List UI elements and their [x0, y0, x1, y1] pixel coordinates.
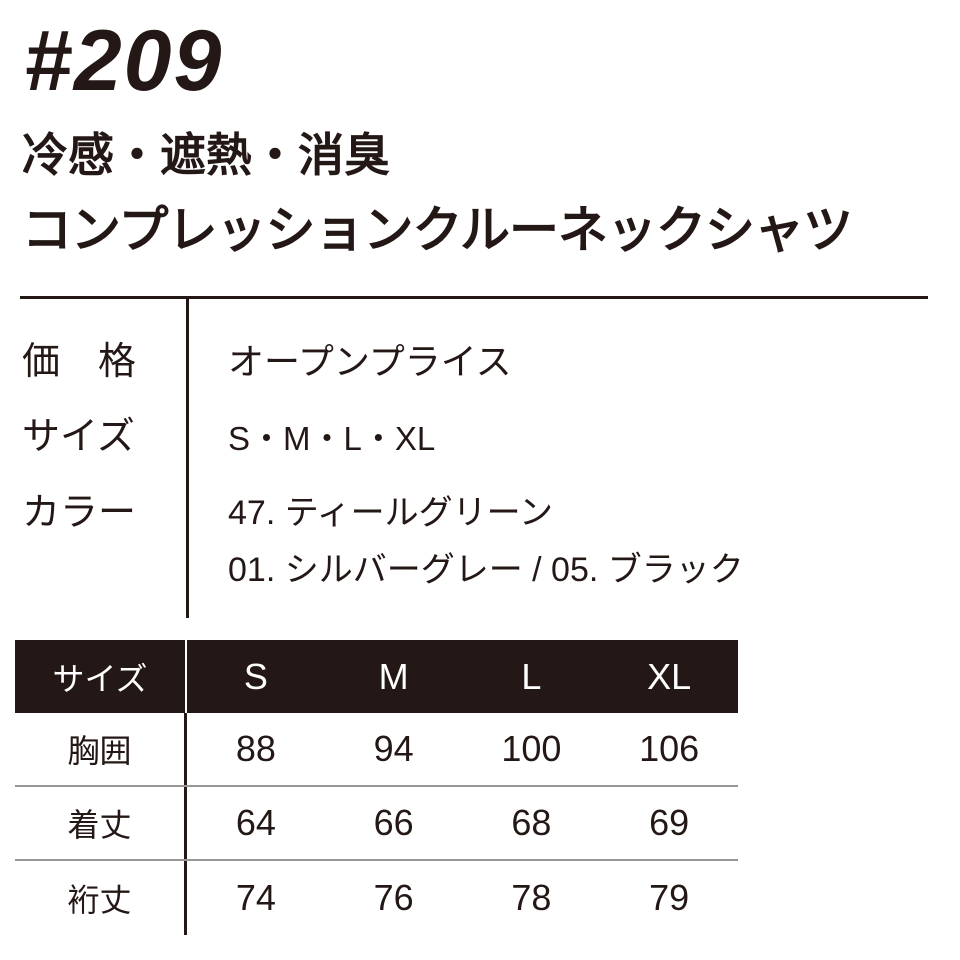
table-cell: 66	[373, 802, 414, 843]
price-label: 価 格	[22, 341, 137, 383]
size-table: サイズ S M L XL 胸囲 88 94 100 106 着丈 64 66 6…	[15, 640, 738, 935]
color-label: カラー	[22, 492, 137, 534]
horizontal-divider	[20, 296, 928, 299]
header-cell: S	[243, 655, 268, 697]
product-number: #209	[24, 13, 224, 109]
table-cell: 76	[373, 877, 414, 918]
row-label: 着丈	[15, 787, 187, 859]
vertical-divider	[186, 296, 189, 618]
header-cell: サイズ	[15, 640, 187, 713]
row-label: 胸囲	[15, 713, 187, 785]
table-cell: 74	[235, 877, 276, 918]
table-cell: 100	[501, 728, 562, 769]
size-label: サイズ	[22, 416, 135, 458]
table-cell: 94	[373, 728, 414, 769]
color-value-1: 47. ティールグリーン	[228, 494, 553, 532]
table-cell: 106	[639, 728, 700, 769]
table-cell: 88	[235, 728, 276, 769]
table-row: 裄丈 74 76 78 79	[15, 861, 738, 935]
table-cell: 79	[649, 877, 690, 918]
table-row: 着丈 64 66 68 69	[15, 787, 738, 861]
table-cell: 78	[511, 877, 552, 918]
table-cell: 69	[649, 802, 690, 843]
color-value-2: 01. シルバーグレー / 05. ブラック	[228, 551, 744, 589]
header-cell: XL	[647, 655, 692, 697]
price-value: オープンプライス	[228, 341, 512, 382]
table-cell: 68	[511, 802, 552, 843]
table-header-row: サイズ S M L XL	[15, 640, 738, 713]
table-cell: 64	[235, 802, 276, 843]
row-label: 裄丈	[15, 861, 187, 935]
header-cell: L	[521, 655, 542, 697]
table-row: 胸囲 88 94 100 106	[15, 713, 738, 787]
header-cell: M	[378, 655, 409, 697]
product-features: 冷感・遮熱・消臭	[22, 129, 390, 181]
size-value: S・M・L・XL	[228, 420, 436, 457]
product-name: コンプレッションクルーネックシャツ	[22, 202, 853, 258]
